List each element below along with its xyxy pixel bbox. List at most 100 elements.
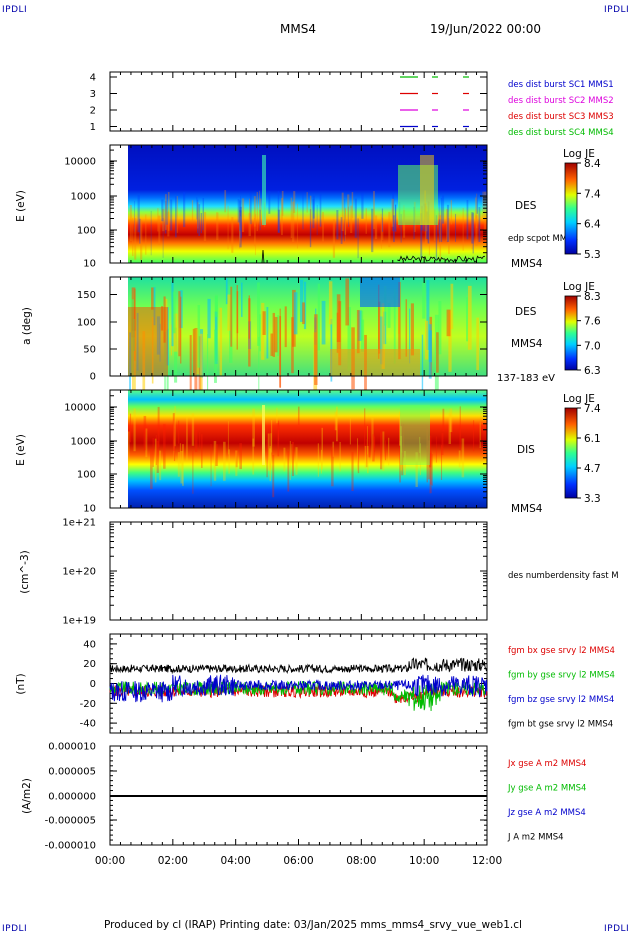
des-energy-streak — [139, 218, 141, 244]
dis-energy-streak — [289, 440, 291, 481]
field-ytick-label: 40 — [83, 639, 96, 650]
des-pitch-region — [360, 277, 400, 307]
dis-energy-streak — [473, 420, 475, 452]
des-energy-streak — [293, 191, 296, 214]
des-energy-event — [262, 155, 266, 225]
dis-energy-streak — [335, 406, 338, 442]
des-energy-streak — [341, 192, 344, 232]
des-energy-streak — [162, 217, 164, 258]
corner-label-top-left: IPDLI — [2, 5, 28, 15]
des-energy-streak — [351, 192, 354, 219]
dis-energy-streak — [399, 440, 401, 483]
dis-energy-streak — [173, 428, 176, 462]
dis-energy-streak — [351, 451, 354, 492]
des-energy-streak — [164, 200, 167, 234]
des-pitch-streak — [178, 291, 181, 357]
des-pitch-streak — [151, 317, 154, 384]
des-pitch-streak — [230, 286, 233, 347]
des-energy-streak — [455, 213, 457, 242]
des-energy-streak — [134, 218, 137, 260]
des-energy-streak — [439, 219, 441, 243]
burst-panel-frame — [109, 71, 488, 132]
des-pitch-streak — [248, 295, 250, 339]
dis-energy-streak — [367, 426, 368, 455]
des-energy-streak — [253, 218, 255, 247]
des-pitch-streak — [136, 312, 139, 371]
des-energy-streak — [281, 190, 284, 216]
dis-energy-streak — [385, 440, 386, 461]
des-energy-streak — [202, 198, 205, 231]
dis-energy-streak — [215, 444, 218, 466]
des-pitch-streak — [219, 307, 223, 376]
des-energy-streak — [388, 211, 391, 248]
des-pitch-streak — [206, 334, 209, 412]
dis-energy-streak — [388, 437, 390, 466]
des-energy-streak — [322, 212, 324, 242]
des-energy-streak — [239, 210, 242, 248]
des-energy-colorbar-tick-label: 7.4 — [584, 188, 601, 200]
x-tick-label: 00:00 — [95, 855, 125, 867]
des-pitch-species-label: DES — [515, 306, 537, 318]
dis-energy-streak — [276, 407, 278, 424]
des-pitch-streak — [174, 327, 178, 383]
date-title: 19/Jun/2022 00:00 — [430, 22, 542, 36]
des-energy-streak — [259, 190, 260, 222]
des-energy-streak — [197, 199, 199, 234]
dis-energy-streak — [442, 408, 445, 432]
dis-energy-streak — [357, 438, 359, 471]
dis-energy-streak — [428, 435, 432, 468]
dis-energy-event — [400, 405, 430, 465]
field-legend-item: fgm bt gse srvy l2 MMS4 — [508, 720, 613, 730]
des-energy-streak — [290, 197, 293, 239]
des-pitch-streak — [197, 304, 201, 368]
burst-legend-item: des dist burst SC3 MMS3 — [508, 112, 614, 122]
des-energy-ytick-label: 10 — [83, 259, 96, 270]
des-energy-streak — [441, 195, 445, 224]
des-pitch-streak — [446, 309, 451, 337]
spacecraft-title: MMS4 — [280, 22, 316, 36]
des-pitch-streak — [163, 296, 166, 343]
dis-energy-streak — [239, 443, 242, 470]
des-pitch-streak — [405, 299, 408, 357]
x-tick-label: 04:00 — [221, 855, 251, 867]
density-ytick-label: 1e+19 — [62, 616, 96, 627]
des-energy-streak — [240, 195, 241, 217]
des-pitch-streak — [214, 296, 218, 318]
des-energy-streak — [165, 193, 168, 225]
dis-energy-streak — [143, 415, 147, 451]
des-pitch-streak — [467, 285, 472, 350]
des-energy-streak — [462, 207, 464, 251]
dis-energy-streak — [367, 446, 369, 474]
des-energy-streak — [137, 195, 140, 233]
des-energy-streak — [196, 197, 198, 220]
dis-energy-streak — [459, 427, 462, 450]
dis-energy-colorbar-title: Log JE — [563, 393, 595, 405]
des-energy-streak — [292, 201, 295, 242]
des-energy-streak — [197, 202, 199, 229]
des-pitch-streak — [227, 294, 231, 331]
des-energy-streak — [391, 198, 394, 227]
des-pitch-streak — [266, 306, 269, 359]
dis-energy-streak — [441, 433, 444, 456]
des-pitch-streak — [189, 335, 192, 412]
des-energy-streak — [475, 215, 478, 246]
dis-energy-ytick-label: 1000 — [71, 437, 96, 448]
des-pitch-colorbar-tick-label: 7.0 — [584, 340, 601, 352]
des-pitch-streak — [302, 302, 305, 325]
des-energy-streak — [354, 198, 357, 238]
dis-energy-colorbar-tick-label: 6.1 — [584, 433, 601, 445]
des-pitch-ytick-label: 0 — [90, 372, 96, 383]
dis-energy-streak — [458, 450, 461, 468]
des-pitch-streak — [291, 317, 294, 374]
corner-label-top-right: IPDLI — [604, 5, 630, 15]
des-pitch-streak — [241, 282, 243, 317]
footer-text: Produced by cl (IRAP) Printing date: 03/… — [104, 919, 522, 931]
dis-energy-colorbar-tick-label: 4.7 — [584, 463, 601, 475]
des-pitch-streak — [356, 309, 360, 354]
des-pitch-streak — [347, 307, 352, 372]
des-pitch-region — [128, 307, 168, 376]
des-energy-streak — [176, 196, 178, 233]
des-energy-streak — [448, 218, 450, 254]
des-pitch-streak — [274, 316, 279, 353]
corner-label-bottom-right: IPDLI — [604, 924, 630, 934]
